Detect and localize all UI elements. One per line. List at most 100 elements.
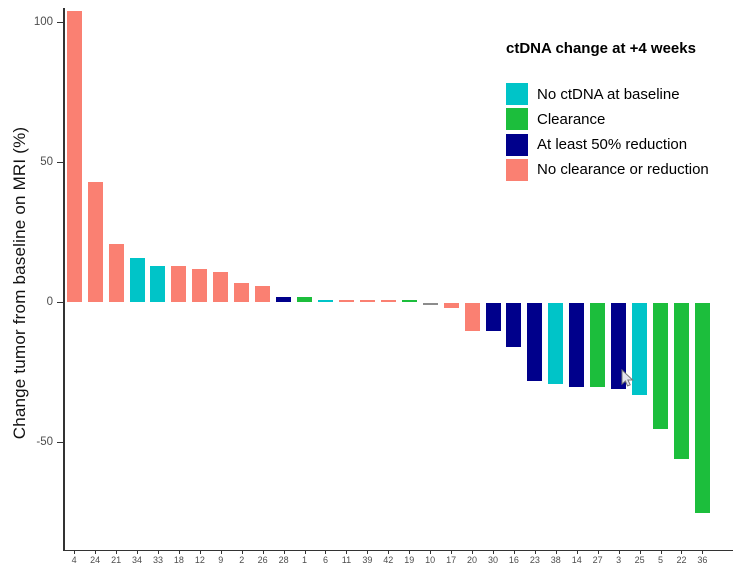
x-axis-tick (283, 550, 285, 554)
x-axis-tick (367, 550, 369, 554)
bar-patient-36 (694, 302, 710, 513)
bar-patient-6 (317, 299, 333, 303)
x-axis-tick (618, 550, 620, 554)
x-axis-label: 5 (658, 555, 664, 565)
x-axis-tick (660, 550, 662, 554)
x-axis-tick (576, 550, 578, 554)
x-axis-tick (472, 550, 474, 554)
x-axis-label: 26 (257, 555, 268, 565)
x-axis-label: 25 (634, 555, 645, 565)
x-axis-tick (681, 550, 683, 554)
y-axis-tick (56, 301, 64, 304)
x-axis-tick (157, 550, 159, 554)
x-axis-label: 12 (194, 555, 205, 565)
legend-swatch-clearance (506, 108, 528, 131)
x-axis-tick (451, 550, 453, 554)
y-axis-label: -50 (36, 436, 53, 448)
bar-patient-17 (443, 302, 459, 309)
legend-label: No clearance or reduction (537, 161, 709, 179)
legend-item-no_ctdna: No ctDNA at baseline (506, 83, 709, 105)
x-axis-label: 1 (302, 555, 308, 565)
x-axis-label: 22 (676, 555, 687, 565)
x-axis-tick (388, 550, 390, 554)
legend: ctDNA change at +4 weeks No ctDNA at bas… (506, 40, 709, 184)
bar-patient-28 (276, 296, 292, 303)
legend-item-no_clearance: No clearance or reduction (506, 158, 709, 181)
x-axis-tick (325, 550, 327, 554)
bar-patient-26 (255, 285, 271, 303)
x-axis-label: 39 (362, 555, 373, 565)
legend-label: No ctDNA at baseline (537, 85, 680, 103)
x-axis-label: 19 (404, 555, 415, 565)
bar-patient-42 (380, 299, 396, 303)
x-axis-label: 33 (152, 555, 163, 565)
mouse-cursor (621, 369, 634, 387)
x-axis-label: 24 (90, 555, 101, 565)
x-axis-label: 27 (592, 555, 603, 565)
bar-patient-30 (485, 302, 501, 331)
x-axis-label: 20 (467, 555, 478, 565)
y-axis-title: Change tumor from baseline on MRI (%) (10, 126, 29, 440)
x-axis-tick (304, 550, 306, 554)
legend-label: Clearance (537, 110, 606, 128)
legend-title: ctDNA change at +4 weeks (506, 40, 696, 57)
x-axis-tick (493, 550, 494, 554)
x-axis-label: 10 (425, 555, 436, 565)
y-axis-label: 50 (40, 156, 53, 168)
x-axis-label: 9 (218, 555, 224, 565)
x-axis-tick (409, 550, 411, 554)
x-axis-label: 38 (550, 555, 561, 565)
x-axis-tick (74, 550, 76, 554)
x-axis-tick (241, 550, 243, 554)
bar-patient-5 (653, 302, 669, 429)
bar-patient-19 (401, 299, 417, 303)
x-axis-tick (702, 550, 704, 554)
y-axis-line (63, 8, 65, 550)
x-axis-tick (262, 550, 264, 554)
x-axis-label: 21 (111, 555, 122, 565)
legend-label: At least 50% reduction (537, 136, 688, 154)
y-axis-label: 0 (46, 296, 53, 308)
bar-patient-39 (359, 299, 375, 303)
bar-patient-34 (129, 257, 145, 303)
x-axis-label: 23 (529, 555, 540, 565)
bar-patient-2 (234, 282, 250, 303)
bar-patient-4 (66, 11, 82, 303)
bar-patient-20 (464, 302, 480, 331)
legend-swatch-reduction_50 (506, 133, 528, 156)
bar-patient-18 (171, 266, 187, 303)
x-axis-label: 2 (239, 555, 245, 565)
x-axis-tick (430, 550, 432, 554)
legend-item-clearance: Clearance (506, 108, 709, 131)
bar-patient-25 (632, 302, 648, 395)
x-axis-label: 36 (697, 555, 708, 565)
y-axis-tick (56, 161, 64, 164)
bar-patient-27 (590, 302, 606, 387)
legend-item-reduction_50: At least 50% reduction (506, 133, 709, 156)
y-axis-tick (56, 21, 64, 24)
x-axis-label: 28 (278, 555, 289, 565)
bar-patient-9 (213, 271, 229, 303)
x-axis-label: 18 (173, 555, 184, 565)
y-axis-tick (56, 441, 64, 444)
bar-patient-38 (548, 302, 564, 384)
x-axis-tick (137, 550, 139, 554)
x-axis-tick (95, 550, 97, 554)
bar-patient-16 (506, 302, 522, 348)
x-axis-label: 3 (616, 555, 622, 565)
x-axis-label: 17 (446, 555, 457, 565)
x-axis-tick (534, 550, 536, 554)
x-axis-label: 34 (132, 555, 143, 565)
x-axis-tick (178, 550, 180, 554)
y-axis-label: 100 (33, 16, 53, 28)
x-axis-tick (116, 550, 118, 554)
x-axis-label: 6 (322, 555, 328, 565)
bar-patient-3 (611, 302, 627, 390)
x-axis-label: 30 (487, 555, 498, 565)
bar-patient-33 (150, 266, 166, 303)
x-axis-label: 4 (71, 555, 77, 565)
x-axis-tick (220, 550, 222, 554)
x-axis-label: 14 (571, 555, 582, 565)
x-axis-label: 16 (508, 555, 519, 565)
x-axis-line (63, 549, 733, 551)
